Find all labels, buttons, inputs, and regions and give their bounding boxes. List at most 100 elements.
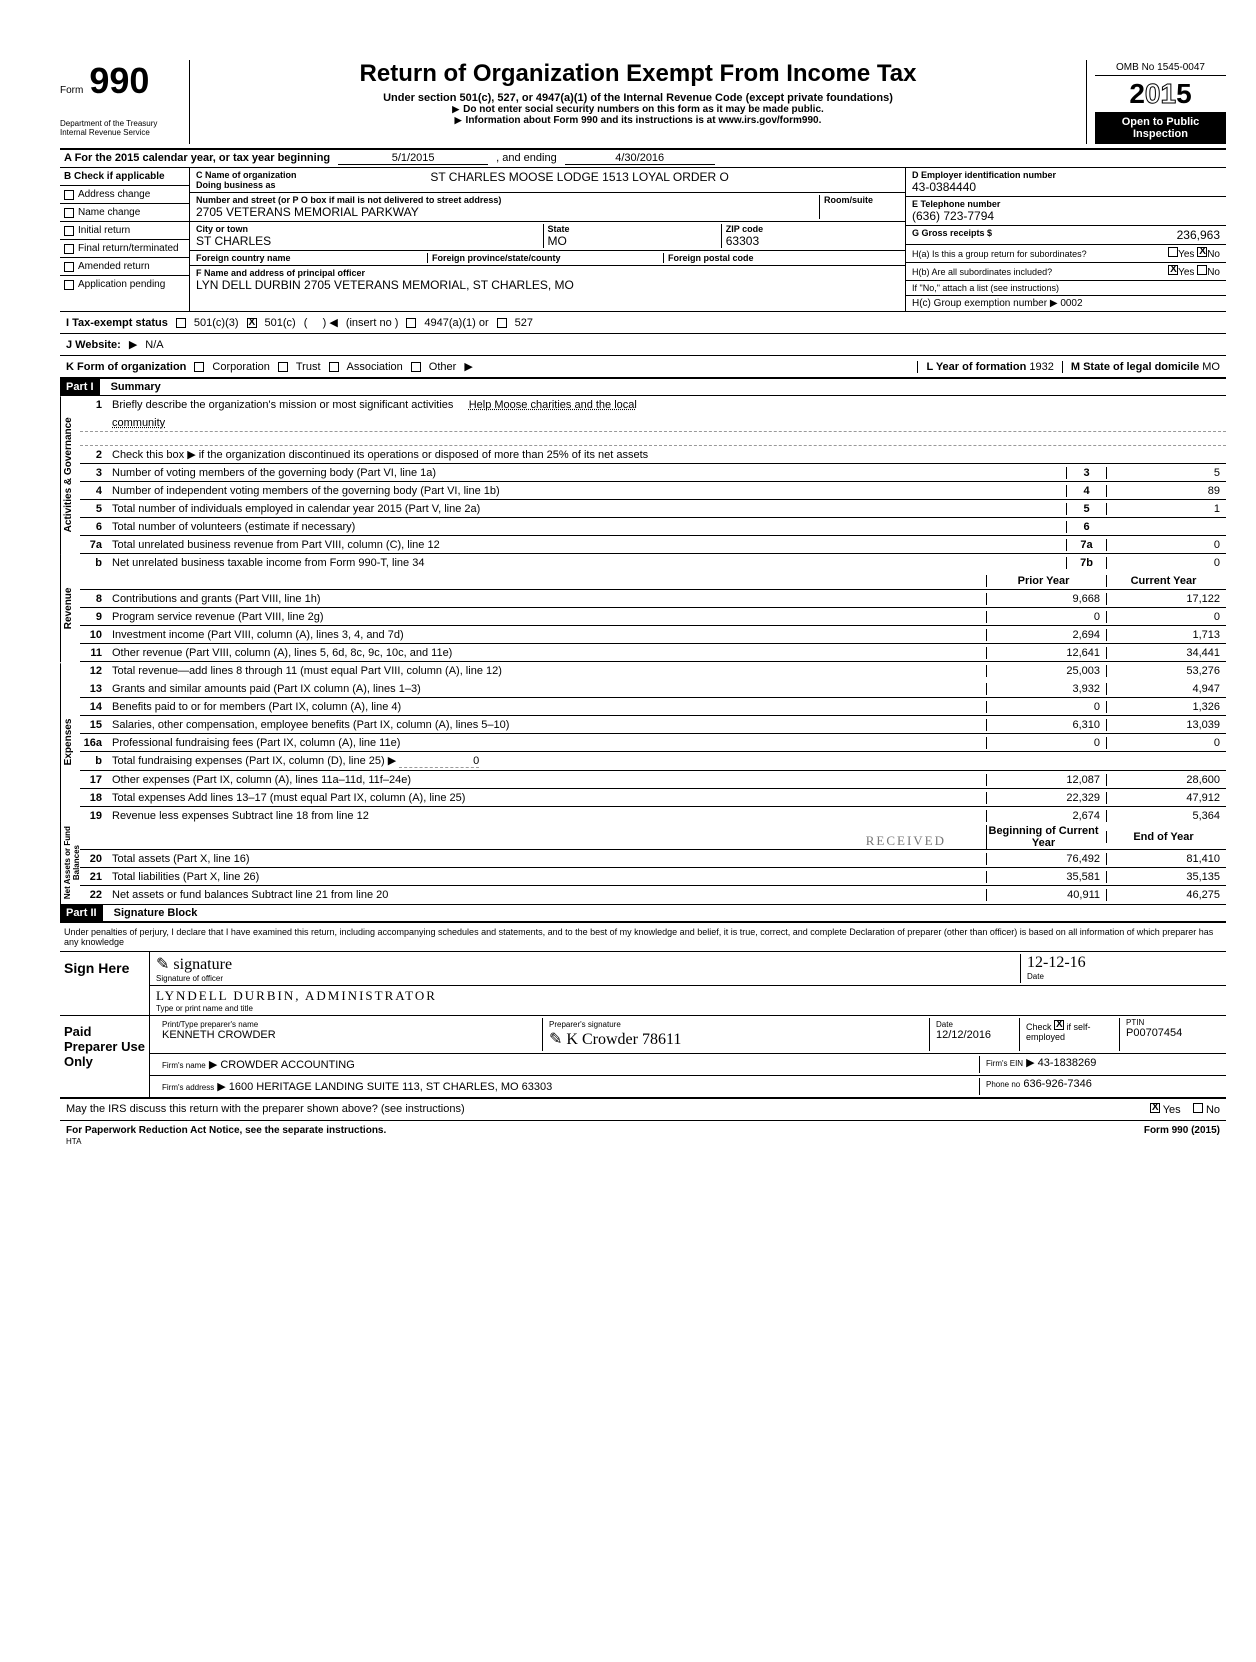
check-application-pending[interactable]: Application pending xyxy=(60,276,189,293)
summary-line: 21 Total liabilities (Part X, line 26) 3… xyxy=(80,868,1226,886)
check-self-employed[interactable] xyxy=(1054,1020,1064,1030)
phone: (636) 723-7794 xyxy=(912,209,1220,223)
line-num: 5 xyxy=(80,503,108,515)
street-label: Number and street (or P O box if mail is… xyxy=(196,195,819,205)
check-name-change[interactable]: Name change xyxy=(60,204,189,222)
discuss-yes[interactable] xyxy=(1150,1103,1160,1113)
line-box: 7b xyxy=(1066,557,1106,569)
curr-val: 46,275 xyxy=(1106,889,1226,901)
date-label: Date xyxy=(1027,972,1220,981)
summary-line: 8 Contributions and grants (Part VIII, l… xyxy=(80,590,1226,608)
prep-date: 12/12/2016 xyxy=(936,1029,1013,1041)
summary-line: 11 Other revenue (Part VIII, column (A),… xyxy=(80,644,1226,662)
line-num: 18 xyxy=(80,792,108,804)
line-box: 5 xyxy=(1066,503,1106,515)
line-desc: Total revenue—add lines 8 through 11 (mu… xyxy=(108,663,986,679)
line-desc: Total unrelated business revenue from Pa… xyxy=(108,537,1066,553)
line-num: 20 xyxy=(80,853,108,865)
check-501c[interactable] xyxy=(247,318,257,328)
firm-phone: 636-926-7346 xyxy=(1023,1078,1092,1090)
street: 2705 VETERANS MEMORIAL PARKWAY xyxy=(196,205,819,219)
line-box: 4 xyxy=(1066,485,1106,497)
check-address-change[interactable]: Address change xyxy=(60,186,189,204)
check-501c3[interactable] xyxy=(176,318,186,328)
l-label: L Year of formation xyxy=(926,361,1026,373)
mission-1: Help Moose charities and the local xyxy=(469,399,637,411)
irs: Internal Revenue Service xyxy=(60,129,183,138)
curr-val: 28,600 xyxy=(1106,774,1226,786)
form-label: Form xyxy=(60,85,83,96)
line-num: 22 xyxy=(80,889,108,901)
begin-year-hdr: Beginning of Current Year xyxy=(986,825,1106,849)
side-expenses: Expenses xyxy=(60,663,80,821)
line-desc: Benefits paid to or for members (Part IX… xyxy=(108,699,986,715)
curr-val: 35,135 xyxy=(1106,871,1226,883)
summary-line: 20 Total assets (Part X, line 16) 76,492… xyxy=(80,850,1226,868)
line-box: 3 xyxy=(1066,467,1106,479)
h4a-no[interactable] xyxy=(1197,247,1207,257)
check-other[interactable] xyxy=(411,362,421,372)
part-i-body: Activities & Governance Revenue Expenses… xyxy=(60,395,1226,904)
line-desc: Net unrelated business taxable income fr… xyxy=(108,555,1066,571)
paid-prep-label: Paid Preparer Use Only xyxy=(60,1016,150,1097)
discuss-no[interactable] xyxy=(1193,1103,1203,1113)
summary-line: 16a Professional fundraising fees (Part … xyxy=(80,734,1226,752)
h4a-yes[interactable] xyxy=(1168,247,1178,257)
summary-line: 17 Other expenses (Part IX, column (A), … xyxy=(80,771,1226,789)
side-netassets: Net Assets or Fund Balances xyxy=(60,821,80,904)
i-label: I Tax-exempt status xyxy=(66,317,168,329)
main-title: Return of Organization Exempt From Incom… xyxy=(200,60,1076,88)
line-num: 8 xyxy=(80,593,108,605)
m-label: M State of legal domicile xyxy=(1071,361,1199,373)
form-ref: Form 990 (2015) xyxy=(1144,1125,1220,1147)
check-assoc[interactable] xyxy=(329,362,339,372)
name-title: LYNDELL DURBIN, ADMINISTRATOR xyxy=(156,988,1220,1004)
part-ii-header: Part II Signature Block xyxy=(60,904,1226,921)
line-num: b xyxy=(80,557,108,569)
note-ssn: Do not enter social security numbers on … xyxy=(200,104,1076,115)
prior-val: 12,641 xyxy=(986,647,1106,659)
firm-ein: 43-1838269 xyxy=(1038,1057,1097,1069)
line-box: 7a xyxy=(1066,539,1106,551)
form-id-block: Form 990 Department of the Treasury Inte… xyxy=(60,60,190,144)
line-num: b xyxy=(80,755,108,767)
summary-line: 14 Benefits paid to or for members (Part… xyxy=(80,698,1226,716)
col-org-info: C Name of organization Doing business as… xyxy=(190,168,906,311)
check-corp[interactable] xyxy=(194,362,204,372)
state-domicile: MO xyxy=(1202,361,1220,373)
subtitle: Under section 501(c), 527, or 4947(a)(1)… xyxy=(200,92,1076,104)
line-box: 6 xyxy=(1066,521,1106,533)
check-initial-return[interactable]: Initial return xyxy=(60,222,189,240)
line-desc: Grants and similar amounts paid (Part IX… xyxy=(108,681,986,697)
line-1-label: Briefly describe the organization's miss… xyxy=(112,399,453,411)
check-527[interactable] xyxy=(497,318,507,328)
line-num: 10 xyxy=(80,629,108,641)
part-i-label: Part I xyxy=(60,379,100,395)
line-desc: Total number of volunteers (estimate if … xyxy=(108,519,1066,535)
prep-name: KENNETH CROWDER xyxy=(162,1029,536,1041)
check-4947[interactable] xyxy=(406,318,416,328)
summary-line: 7a Total unrelated business revenue from… xyxy=(80,536,1226,554)
h4b-yes[interactable] xyxy=(1168,265,1178,275)
summary-line: 15 Salaries, other compensation, employe… xyxy=(80,716,1226,734)
discuss-label: May the IRS discuss this return with the… xyxy=(66,1103,465,1116)
curr-val: 81,410 xyxy=(1106,853,1226,865)
line-num: 11 xyxy=(80,647,108,659)
firm-addr: 1600 HERITAGE LANDING SUITE 113, ST CHAR… xyxy=(229,1081,552,1093)
row-j-website: J Website: ▶ N/A xyxy=(60,334,1226,356)
summary-line: 5 Total number of individuals employed i… xyxy=(80,500,1226,518)
h4b-no[interactable] xyxy=(1197,265,1207,275)
check-final-return[interactable]: Final return/terminated xyxy=(60,240,189,258)
zip-label: ZIP code xyxy=(726,224,899,234)
city: ST CHARLES xyxy=(196,234,543,248)
prior-val: 3,932 xyxy=(986,683,1106,695)
line-val: 0 xyxy=(1106,557,1226,569)
firm-phone-label: Phone no xyxy=(986,1080,1020,1089)
part-i-header: Part I Summary xyxy=(60,379,1226,395)
check-amended[interactable]: Amended return xyxy=(60,258,189,276)
tax-year: 2015 xyxy=(1095,76,1226,112)
summary-line: 10 Investment income (Part VIII, column … xyxy=(80,626,1226,644)
check-trust[interactable] xyxy=(278,362,288,372)
prior-val: 22,329 xyxy=(986,792,1106,804)
g-label: G Gross receipts $ xyxy=(912,228,992,242)
